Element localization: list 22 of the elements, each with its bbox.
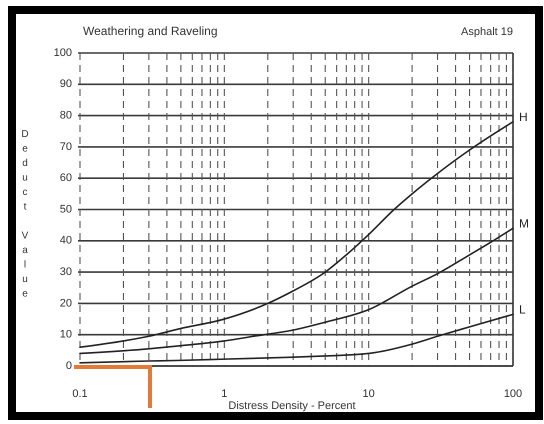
- y-tick-label: 50: [60, 203, 72, 216]
- x-tick-label: 0.1: [72, 388, 88, 400]
- y-tick-label: 70: [60, 140, 72, 153]
- x-tick-label: 10: [362, 388, 375, 400]
- y-tick-label: 10: [60, 328, 72, 341]
- y-tick-label: 40: [60, 234, 72, 247]
- chart-subtitle: Asphalt 19: [461, 26, 513, 38]
- x-tick-label: 1: [221, 388, 228, 400]
- series-label: L: [519, 302, 526, 317]
- y-tick-label: 0: [66, 360, 72, 372]
- text: Deduct Value: [21, 129, 29, 300]
- y-tick-label: 90: [60, 78, 72, 90]
- y-tick-label: 100: [54, 46, 72, 59]
- series-label: M: [519, 216, 529, 230]
- x-tick-label: 100: [504, 388, 522, 400]
- x-axis-title: Distress Density - Percent: [228, 400, 356, 412]
- y-tick-label: 30: [60, 266, 72, 278]
- series-label: H: [519, 110, 528, 124]
- y-tick-label: 20: [60, 297, 72, 310]
- chart-title: Weathering and Raveling: [83, 24, 218, 38]
- y-tick-label: 80: [60, 110, 72, 122]
- y-tick-label: 60: [60, 172, 72, 184]
